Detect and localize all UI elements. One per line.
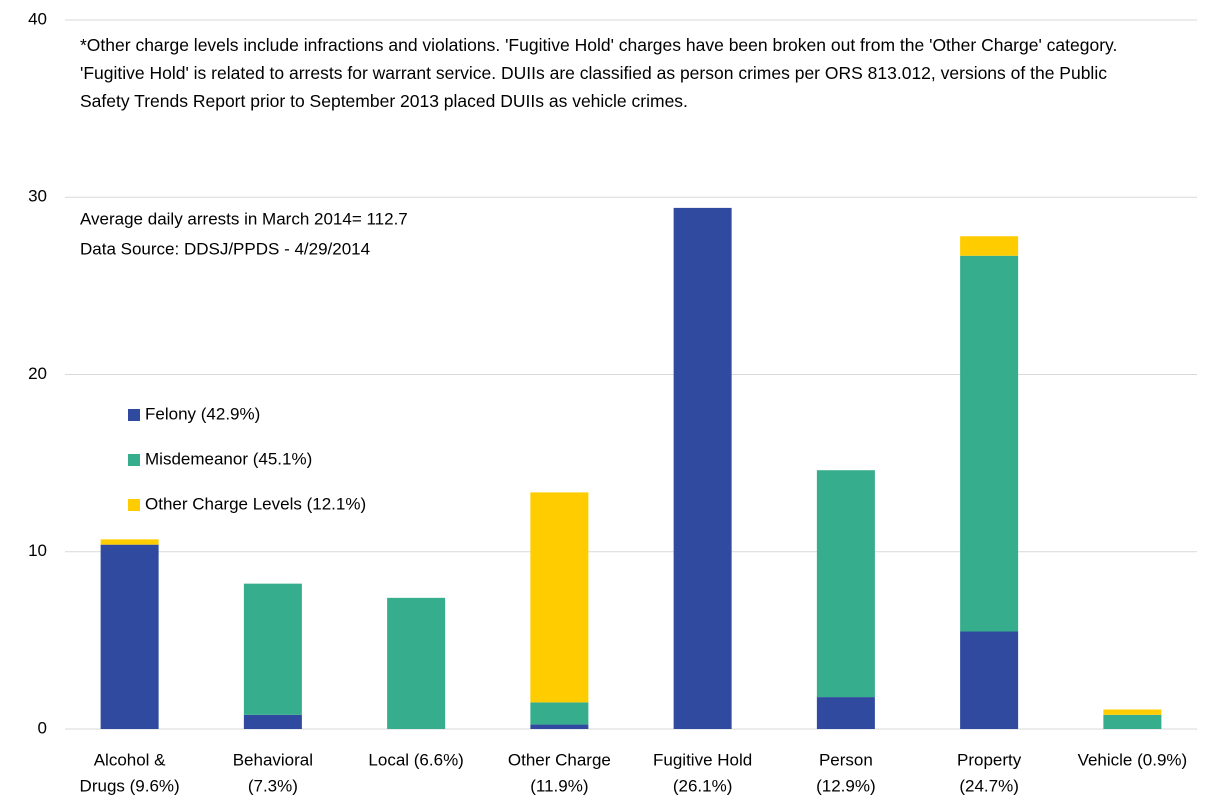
- legend-swatch: [128, 409, 140, 421]
- bar-segment: [673, 207, 732, 729]
- bar-segment: [960, 255, 1019, 632]
- annotation: Data Source: DDSJ/PPDS - 4/29/2014: [80, 239, 370, 258]
- bar-segment: [816, 470, 875, 698]
- bar-segment: [960, 631, 1019, 729]
- x-tick-label: Fugitive Hold: [653, 750, 752, 769]
- x-tick-label: Alcohol &: [94, 750, 166, 769]
- y-tick-label: 0: [38, 718, 47, 737]
- legend-swatch: [128, 454, 140, 466]
- legend-label: Other Charge Levels (12.1%): [145, 494, 366, 513]
- x-tick-label: Other Charge: [508, 750, 611, 769]
- bar-segment: [530, 724, 589, 729]
- x-tick-label: Behavioral: [233, 750, 313, 769]
- bar-segment: [530, 492, 589, 703]
- bar-segment: [387, 597, 446, 729]
- x-tick-label: Drugs (9.6%): [80, 776, 180, 795]
- x-tick-label: Property: [957, 750, 1022, 769]
- bar-segment: [100, 539, 159, 545]
- x-tick-label: (7.3%): [248, 776, 298, 795]
- bar-segment: [530, 702, 589, 725]
- legend-label: Felony (42.9%): [145, 404, 260, 423]
- x-tick-label: (26.1%): [673, 776, 733, 795]
- note: *Other charge levels include infractions…: [80, 35, 1118, 111]
- annotation: Average daily arrests in March 2014= 112…: [80, 209, 408, 228]
- x-tick-label: (24.7%): [959, 776, 1019, 795]
- x-tick-label: Local (6.6%): [368, 750, 463, 769]
- x-tick-label: (11.9%): [530, 776, 588, 795]
- legend-label: Misdemeanor (45.1%): [145, 449, 312, 468]
- bar-segment: [243, 714, 302, 729]
- bar-segment: [100, 544, 159, 729]
- legend-swatch: [128, 499, 140, 511]
- y-tick-label: 10: [28, 541, 47, 560]
- x-tick-label: (12.9%): [816, 776, 876, 795]
- bar-segment: [960, 236, 1019, 256]
- bar-segment: [243, 583, 302, 715]
- y-tick-label: 30: [28, 187, 47, 206]
- bar-segment: [1103, 709, 1162, 715]
- bar-segment: [816, 697, 875, 729]
- x-tick-label: Person: [819, 750, 873, 769]
- bar-segment: [1103, 714, 1162, 729]
- y-tick-label: 40: [28, 9, 47, 28]
- y-tick-label: 20: [28, 364, 47, 383]
- x-tick-label: Vehicle (0.9%): [1078, 750, 1188, 769]
